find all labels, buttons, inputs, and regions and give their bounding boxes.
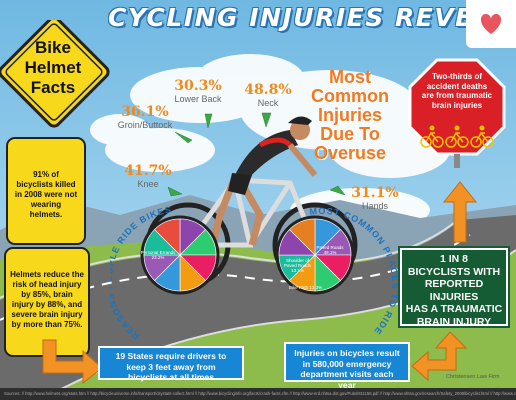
injury-label-groin: 36.1% Groin/Buttock [105,104,185,130]
left-slice-label: Personal Errands 23.2% [140,250,176,260]
injury-name: Knee [137,179,159,189]
helmet-sign-title-line: Helmet [24,58,82,77]
blue-fact-box-right: Injuries on bicycles result in 580,000 e… [284,342,410,390]
right-slice-label: Paved Roads 48.1% [316,245,344,255]
helmet-fact1-text: 91% of bicyclists killed in 2008 were no… [14,170,78,219]
headline-line: Most [329,67,371,87]
brand-logo: Christensen Law Firm [446,374,500,380]
helmet-sign-diamond [0,20,110,128]
right-pie-rim [275,215,355,295]
bicycle-icons [420,125,494,148]
injury-name: Lower Back [174,94,222,104]
injury-pct: 30.3% [174,78,222,94]
green-box-line: INJURIES [429,290,479,303]
injury-label-neck: 48.8% Neck [238,82,298,108]
injury-pct: 48.8% [244,82,292,98]
heart-icon [480,14,502,34]
green-box-line: 1 IN 8 [439,253,468,265]
green-box-line: REPORTED [424,278,484,290]
injury-pct: 36.1% [121,104,169,120]
injury-name: Neck [257,98,279,108]
green-box-line: HAS A TRAUMATIC [405,303,503,315]
headline-line: Common [311,86,389,106]
sources-footer: Sources: // http://www.helmets.org/stats… [0,388,516,400]
left-pie-wheel [140,215,220,295]
helmet-sign-title: Bike Helmet Facts [8,38,98,98]
arrow-knee-icon [167,186,183,197]
injury-label-lowerback: 30.3% Lower Back [163,78,233,104]
right-pie-slice [289,218,316,256]
overuse-headline: Most Common Injuries Due To Overuse [290,68,410,163]
stop-sign-text: Two-thirds of accident deaths are from t… [421,72,493,110]
headline-line: Due To [320,124,380,144]
headline-line: Injuries [317,105,383,125]
orange-arrow-up-icon [442,181,478,243]
right-slice-label: Shoulder of Paved Roads 13.1% [283,258,312,273]
helmet-fact2-text: Helmets reduce the risk of head injury b… [10,270,84,329]
right-pie-wheel [275,215,355,295]
stop-sign [408,58,506,168]
helmet-sign-title-line: Bike [35,38,71,57]
green-box-line: BICYCLISTS WITH [407,265,501,278]
headline-line: Overuse [313,143,387,163]
injury-name: Groin/Buttock [117,120,173,130]
injury-label-knee: 41.7% Knee [118,163,178,189]
injury-name: Hands [361,201,388,211]
injury-label-hands: 31.1% Hands [345,185,405,211]
injury-pct: 31.1% [351,185,399,201]
helmet-sign-title-line: Facts [30,78,76,97]
injury-pct: 41.7% [124,163,172,179]
orange-arrow-left-icon [42,339,103,385]
green-fact-box: 1 IN 8 BICYCLISTS WITH REPORTED INJURIES… [398,246,510,328]
helmet-fact1-sign [6,137,86,245]
arrow-lowerback-icon [204,113,213,129]
page-title: CYCLING INJURIES REVEAL [108,3,498,32]
green-box-line: BRAIN INJURY [416,315,492,328]
left-pie-rim [140,215,220,295]
blue-fact-box-left: 19 States require drivers to keep 3 feet… [98,346,244,382]
right-slice-label: Bike Path 13.3% [288,285,323,290]
left-pie-slice [154,218,181,256]
orange-arrow-bent-icon [411,331,468,382]
cloud-shapes [90,54,450,232]
arrow-groin-icon [174,131,193,144]
arrow-neck-icon [261,112,272,128]
arrow-hands-icon [329,185,346,196]
favorite-button[interactable] [466,0,516,48]
